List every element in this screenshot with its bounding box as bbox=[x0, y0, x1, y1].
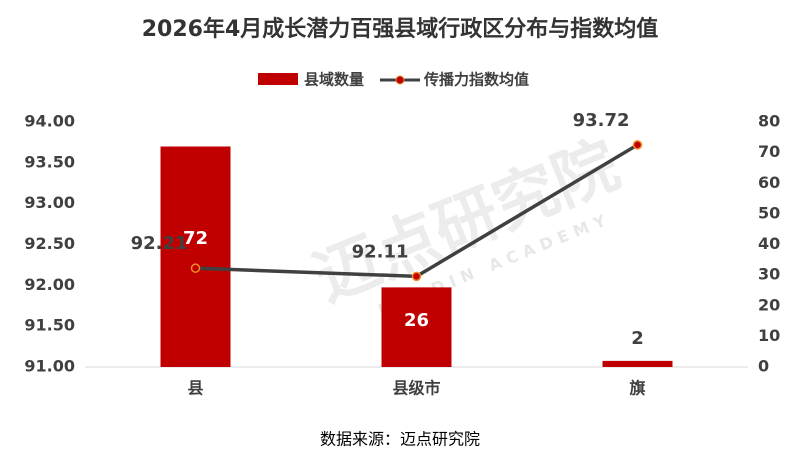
y-tick-label: 93.00 bbox=[24, 193, 75, 212]
bar-value-label: 72 bbox=[183, 228, 208, 249]
bar-value-label: 26 bbox=[404, 310, 429, 331]
y2-tick-label: 80 bbox=[758, 112, 780, 131]
legend-label: 传播力指数均值 bbox=[423, 71, 529, 89]
y2-tick-label: 20 bbox=[758, 295, 780, 314]
line-value-label: 93.72 bbox=[573, 110, 630, 131]
y2-tick-label: 70 bbox=[758, 142, 780, 161]
line-value-label: 92.11 bbox=[352, 241, 409, 262]
y-tick-label: 93.50 bbox=[24, 152, 75, 171]
line-marker bbox=[411, 271, 422, 282]
y2-tick-label: 30 bbox=[758, 265, 780, 284]
y2-tick-label: 0 bbox=[758, 357, 769, 376]
x-tick-label: 县 bbox=[187, 379, 203, 398]
line-marker bbox=[632, 140, 643, 150]
line-value-label: 92.21 bbox=[131, 233, 188, 254]
y-tick-label: 94.00 bbox=[24, 112, 75, 131]
y-tick-label: 91.50 bbox=[24, 316, 75, 335]
legend-swatch bbox=[395, 75, 405, 85]
bar bbox=[160, 146, 231, 367]
y2-tick-label: 10 bbox=[758, 326, 780, 345]
legend-swatch bbox=[258, 73, 298, 85]
legend-label: 县域数量 bbox=[304, 71, 364, 89]
y-tick-label: 91.00 bbox=[24, 357, 75, 376]
chart-title: 2026年4月成长潜力百强县域行政区分布与指数均值 bbox=[142, 16, 659, 42]
y-tick-label: 92.50 bbox=[24, 234, 75, 253]
y2-tick-label: 60 bbox=[758, 173, 780, 192]
y-tick-label: 92.00 bbox=[24, 275, 75, 294]
bar-value-label: 2 bbox=[631, 328, 644, 349]
bar bbox=[381, 287, 452, 367]
x-tick-label: 旗 bbox=[629, 379, 645, 398]
y2-tick-label: 50 bbox=[758, 203, 780, 222]
bar bbox=[602, 360, 673, 367]
line-marker bbox=[190, 263, 201, 273]
x-tick-label: 县级市 bbox=[392, 379, 440, 398]
watermark-group: 迈点研究院 MEADIN ACADEMY bbox=[305, 128, 629, 320]
y2-tick-label: 40 bbox=[758, 234, 780, 253]
source-note: 数据来源：迈点研究院 bbox=[320, 430, 480, 449]
